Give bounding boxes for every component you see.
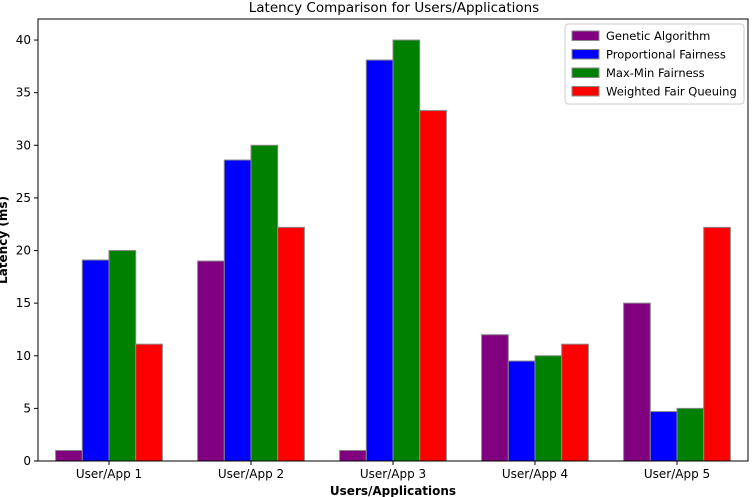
- x-axis-label: Users/Applications: [330, 484, 456, 497]
- bar: [223, 159, 252, 462]
- bar: [507, 360, 536, 462]
- bar: [703, 226, 731, 462]
- legend: Genetic Algorithm Proportional Fairness Ma…: [564, 23, 745, 105]
- y-axis-label: Latency (ms): [0, 196, 10, 284]
- y-tick-label: 30: [16, 138, 31, 152]
- y-tick-label: 20: [16, 244, 31, 258]
- bar: [649, 411, 678, 462]
- bar: [481, 334, 509, 462]
- bar: [534, 355, 563, 462]
- bar: [81, 259, 110, 462]
- y-tick-label: 40: [16, 33, 31, 47]
- legend-swatch: [571, 86, 600, 97]
- y-tick-label: 35: [16, 86, 31, 100]
- bars-layer: [55, 39, 731, 462]
- legend-box: [564, 23, 745, 105]
- legend-label: Max-Min Fairness: [606, 66, 705, 80]
- legend-swatch: [571, 49, 600, 60]
- legend-label: Weighted Fair Queuing: [606, 85, 737, 99]
- legend-label: Genetic Algorithm: [606, 29, 710, 43]
- bar: [55, 449, 83, 462]
- y-tick-label: 15: [16, 296, 31, 310]
- y-tick-label: 0: [23, 454, 31, 468]
- bar: [561, 343, 589, 462]
- y-axis: 0 5 10 15 20 25 30 35 40: [16, 33, 38, 468]
- legend-swatch: [571, 67, 600, 78]
- legend-label: Proportional Fairness: [606, 48, 726, 62]
- bar: [339, 449, 367, 462]
- x-tick-label: User/App 2: [218, 467, 284, 481]
- x-tick-label: User/App 1: [76, 467, 142, 481]
- bar: [135, 343, 163, 462]
- bar: [392, 39, 421, 462]
- y-tick-label: 10: [16, 349, 31, 363]
- y-tick-label: 25: [16, 191, 31, 205]
- bar: [623, 302, 651, 462]
- bar: [197, 260, 225, 462]
- legend-swatch: [571, 30, 600, 41]
- x-axis: User/App 1 User/App 2 User/App 3 User/App 4…: [76, 461, 710, 481]
- bar: [676, 407, 705, 462]
- x-tick-label: User/App 5: [644, 467, 710, 481]
- bar: [277, 226, 305, 462]
- bar: [108, 250, 137, 462]
- bar: [419, 110, 447, 462]
- bar: [250, 144, 279, 462]
- chart-title: Latency Comparison for Users/Application…: [249, 0, 539, 16]
- y-tick-label: 5: [23, 401, 31, 415]
- bar: [365, 59, 394, 462]
- x-tick-label: User/App 4: [502, 467, 568, 481]
- x-tick-label: User/App 3: [360, 467, 426, 481]
